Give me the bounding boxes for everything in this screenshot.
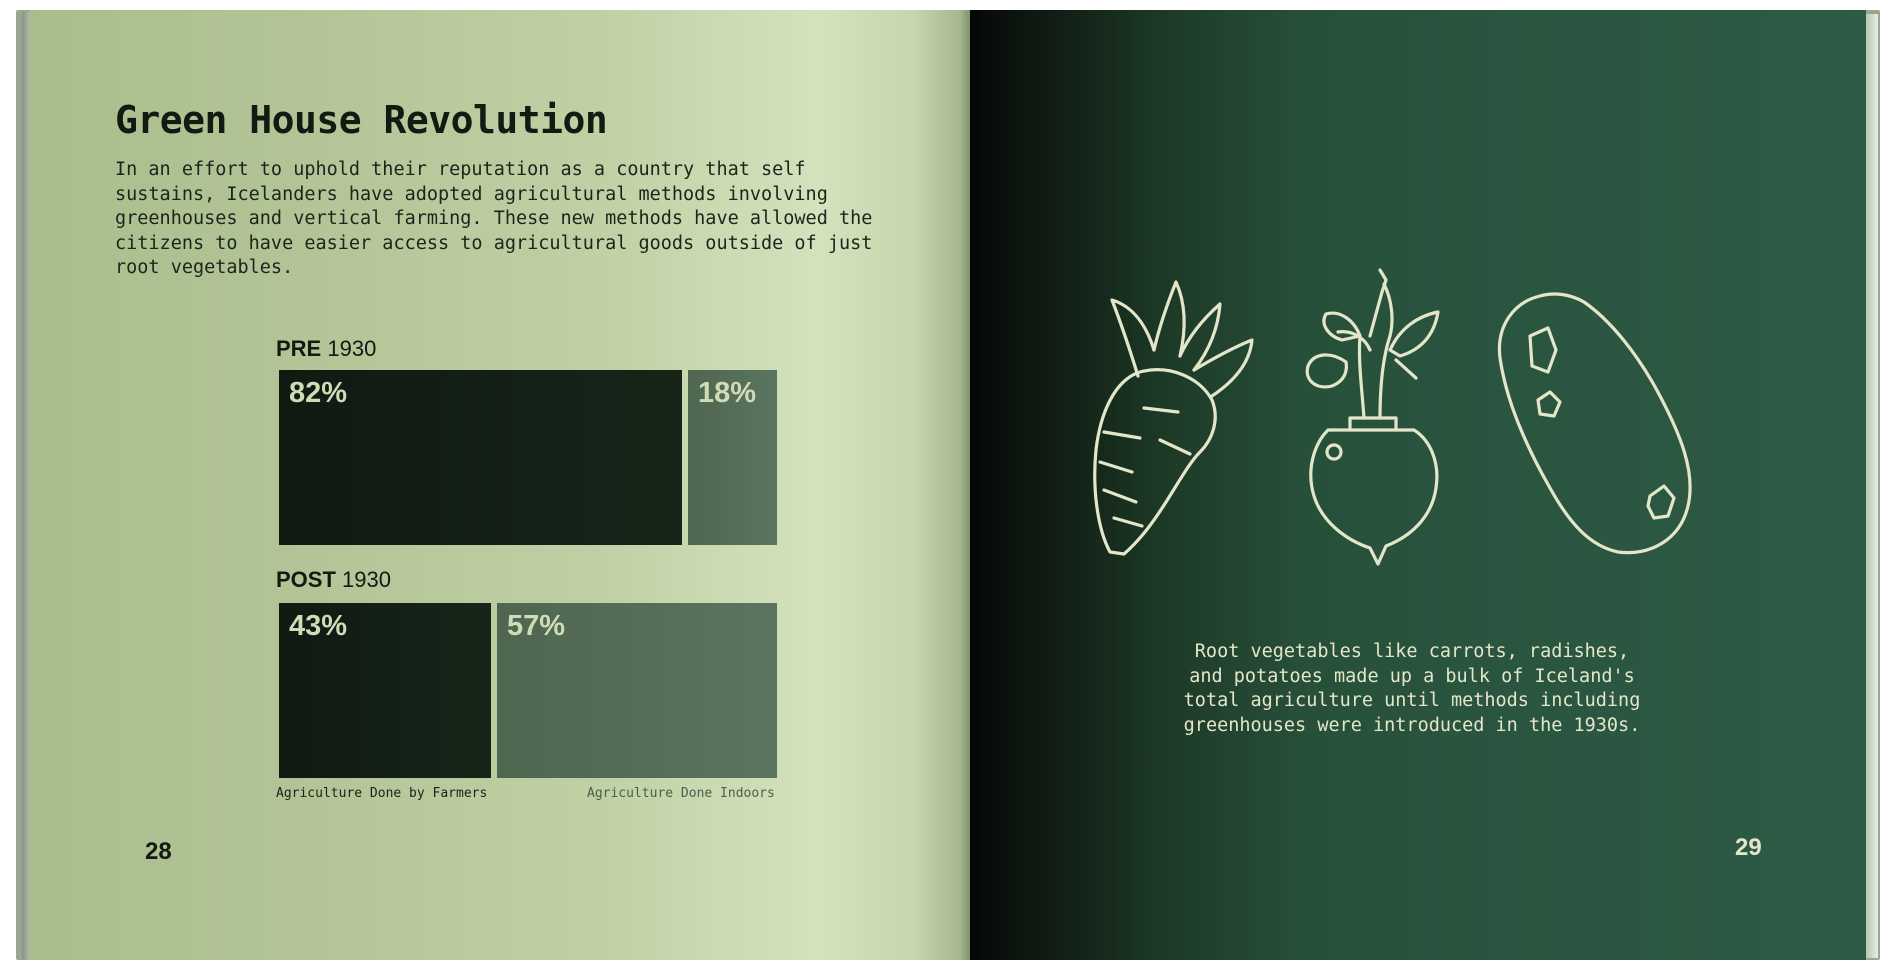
page-number-right: 29 (1735, 834, 1762, 861)
pre-label-bold: PRE (276, 336, 322, 361)
root-vegetables-caption: Root vegetables like carrots, radishes, … (1183, 641, 1641, 736)
carrot-icon (1093, 280, 1254, 556)
pre-1930-label: PRE 1930 (276, 336, 376, 362)
page-number-left: 28 (145, 838, 172, 865)
legend-farmers: Agriculture Done by Farmers (276, 786, 488, 801)
post-label-bold: POST (276, 567, 336, 592)
bar-post-1930-farmers: 43% (279, 603, 491, 778)
post-label-year: 1930 (342, 567, 391, 592)
bar-value-label: 82% (289, 377, 348, 409)
bar-post-1930-indoors: 57% (497, 603, 777, 778)
post-1930-label: POST 1930 (276, 567, 391, 593)
bar-value-label: 43% (289, 610, 348, 642)
bar-pre-1930-farmers: 82% (279, 370, 682, 545)
radish-icon (1305, 268, 1440, 566)
legend-indoors: Agriculture Done Indoors (587, 786, 775, 801)
book-gutter (960, 10, 982, 960)
right-page (970, 10, 1866, 960)
right-page-edge (1866, 14, 1878, 958)
root-vegetables-illustration (1070, 240, 1730, 580)
pre-label-year: 1930 (327, 336, 377, 361)
bar-value-label: 18% (698, 377, 757, 409)
page-title: Green House Revolution (115, 98, 608, 142)
intro-paragraph: In an effort to uphold their reputation … (115, 159, 873, 278)
bar-pre-1930-indoors: 18% (688, 370, 777, 545)
bar-value-label: 57% (507, 610, 566, 642)
potato-icon (1497, 292, 1692, 555)
